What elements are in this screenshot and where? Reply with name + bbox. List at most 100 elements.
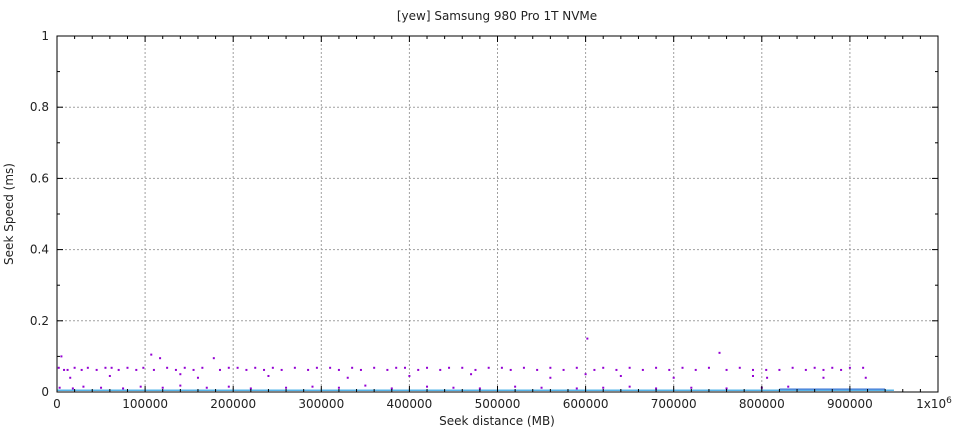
data-point [549, 366, 552, 369]
data-point [139, 385, 142, 388]
data-point [848, 366, 851, 369]
data-point [63, 368, 66, 371]
data-point [478, 387, 481, 390]
data-point [641, 368, 644, 371]
data-point [126, 366, 129, 369]
x-tick-label: 100000 [122, 397, 168, 411]
data-point [82, 385, 85, 388]
data-point [751, 368, 754, 371]
data-point [751, 374, 754, 377]
data-point [135, 368, 138, 371]
data-point [249, 387, 252, 390]
data-point [80, 368, 83, 371]
data-point [765, 368, 768, 371]
data-point [285, 386, 288, 389]
data-point [364, 384, 367, 387]
data-point [514, 385, 517, 388]
data-point [110, 366, 113, 369]
data-point [439, 368, 442, 371]
x-tick-label: 0 [53, 397, 61, 411]
data-point [487, 366, 490, 369]
data-point [540, 386, 543, 389]
data-point [864, 376, 867, 379]
x-tick-label: 1x106 [916, 396, 952, 411]
data-point [408, 374, 411, 377]
data-point [351, 366, 354, 369]
data-point [183, 366, 186, 369]
data-point [615, 368, 618, 371]
y-tick-label: 0.8 [30, 100, 49, 114]
data-point [474, 368, 477, 371]
data-point [522, 366, 525, 369]
data-point [142, 366, 145, 369]
data-point [602, 386, 605, 389]
data-point [694, 368, 697, 371]
data-point [100, 386, 103, 389]
data-point [245, 368, 248, 371]
x-axis-label: Seek distance (MB) [439, 414, 555, 428]
data-point [117, 368, 120, 371]
data-point [218, 368, 221, 371]
data-point [840, 368, 843, 371]
data-point [159, 357, 162, 360]
data-point [668, 368, 671, 371]
data-point [500, 366, 503, 369]
x-tick-exponent: 6 [946, 396, 952, 406]
data-point [791, 366, 794, 369]
data-point [174, 368, 177, 371]
data-point [822, 376, 825, 379]
data-point [201, 366, 204, 369]
y-tick-label: 0.2 [30, 314, 49, 328]
data-point [60, 355, 63, 358]
data-point [293, 366, 296, 369]
data-point [822, 368, 825, 371]
data-point [718, 351, 721, 354]
data-point [593, 368, 596, 371]
data-point [57, 366, 60, 369]
data-point [227, 366, 230, 369]
data-point [536, 368, 539, 371]
data-point [359, 368, 362, 371]
x-tick-label: 800000 [739, 397, 785, 411]
data-point [152, 368, 155, 371]
data-point [166, 366, 169, 369]
data-point [584, 373, 587, 376]
data-point [619, 374, 622, 377]
y-tick-label: 1 [41, 29, 49, 43]
x-tick-label: 400000 [386, 397, 432, 411]
x-tick-label: 600000 [563, 397, 609, 411]
data-point [655, 366, 658, 369]
data-point [672, 376, 675, 379]
data-point [227, 385, 230, 388]
x-tick-label: 900000 [827, 397, 873, 411]
data-point [395, 366, 398, 369]
data-point [280, 368, 283, 371]
data-point [267, 374, 270, 377]
data-point [738, 366, 741, 369]
data-point [236, 366, 239, 369]
data-point [104, 366, 107, 369]
data-point [461, 366, 464, 369]
data-point [66, 368, 69, 371]
y-tick-label: 0 [41, 385, 49, 399]
data-point [386, 368, 389, 371]
y-tick-label: 0.6 [30, 171, 49, 185]
data-point [337, 368, 340, 371]
data-point [403, 366, 406, 369]
data-point [73, 366, 76, 369]
data-point [58, 386, 61, 389]
data-point [766, 376, 769, 379]
data-point [452, 386, 455, 389]
data-point [417, 368, 420, 371]
data-point [804, 368, 807, 371]
data-point [575, 387, 578, 390]
chart-title: [yew] Samsung 980 Pro 1T NVMe [397, 9, 597, 23]
data-point [95, 368, 98, 371]
data-point [196, 376, 199, 379]
x-tick-label: 700000 [651, 397, 697, 411]
data-point [179, 373, 182, 376]
data-point [725, 368, 728, 371]
data-point [586, 337, 589, 340]
data-point [71, 387, 74, 390]
data-point [628, 385, 631, 388]
